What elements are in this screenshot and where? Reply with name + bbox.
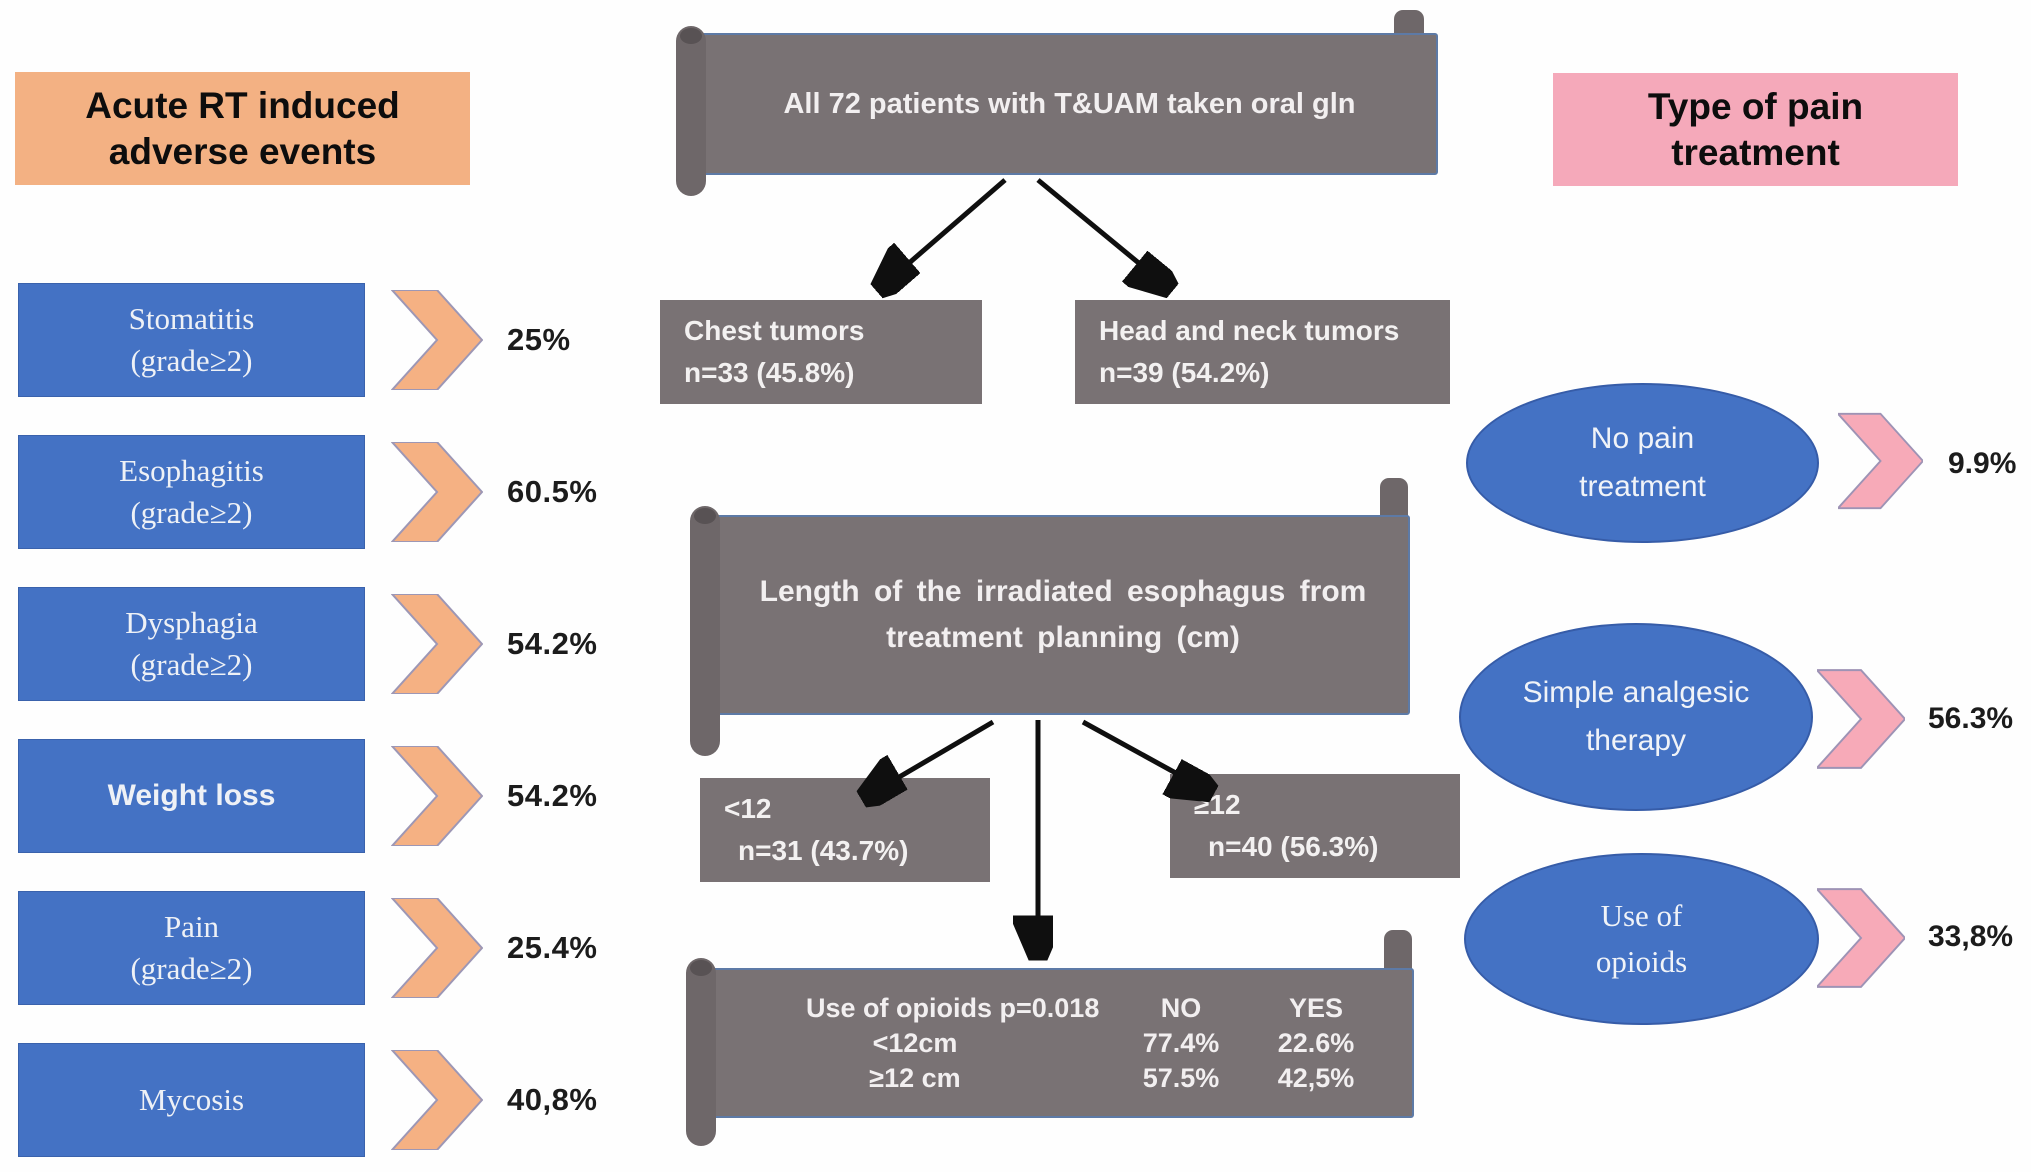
chest-tumors-box: Chest tumors n=33 (45.8%) [660,300,982,404]
opioid-table-col-no: NO [1160,992,1202,1023]
ge12-count: n=40 (56.3%) [1208,831,1379,862]
adverse-event-label: Pain [163,909,220,945]
head-neck-tumors-label: Head and neck tumors [1099,315,1400,346]
head-neck-tumors-count: n=39 (54.2%) [1099,357,1270,388]
pain-treatment-header: Type of pain treatment [1553,73,1958,186]
scroll-side-roll-icon [676,26,706,196]
pain-treatment-ellipse: No pain treatment [1466,383,1819,543]
opioid-table-row-ge12: ≥12 cm 57.5% 42,5% [714,1063,1386,1094]
scroll-side-roll-icon [686,958,716,1146]
adverse-event-label: Esophagitis [119,453,264,489]
opioid-row-yes-value: 42,5% [1277,1062,1355,1093]
opioid-row-label: ≥12 cm [869,1062,961,1093]
chest-tumors-count: n=33 (45.8%) [684,357,855,388]
adverse-event-label: Weight loss [107,778,276,812]
opioid-use-scroll-body: Use of opioids p=0.018 NO YES <12cm 77.4… [712,968,1414,1118]
adverse-event-row: Dysphagia (grade≥2) 54.2% [18,587,597,701]
chevron-right-icon [1817,888,1905,988]
chevron-right-icon [1817,669,1905,769]
adverse-event-value: 54.2% [507,626,598,661]
adverse-event-value: 60.5% [507,474,598,509]
root-scroll-body: All 72 patients with T&UAM taken oral gl… [701,33,1438,175]
adverse-event-value: 25% [507,322,571,357]
pain-treatment-value: 9.9% [1948,447,2017,480]
adverse-event-box: Weight loss [18,739,365,853]
chevron-right-icon [1838,412,1923,510]
opioid-table-title: Use of opioids p=0.018 [806,992,1100,1023]
adverse-event-value: 54.2% [507,778,598,813]
chevron-right-icon [391,1050,483,1150]
adverse-event-box: Pain (grade≥2) [18,891,365,1005]
pain-treatment-label: Use of opioids [1595,897,1688,980]
head-neck-tumors-box: Head and neck tumors n=39 (54.2%) [1075,300,1450,404]
opioid-use-table: Use of opioids p=0.018 NO YES <12cm 77.4… [714,993,1412,1094]
lt12-count: n=31 (43.7%) [738,835,909,866]
adverse-event-row: Mycosis 40,8% [18,1043,597,1157]
adverse-event-label: Mycosis [138,1082,245,1118]
lt12-label: <12 [724,793,772,824]
opioid-table-row-lt12: <12cm 77.4% 22.6% [714,1028,1386,1059]
esophagus-length-scroll-banner: Length of the irradiated esophagus from … [690,478,1410,756]
adverse-events-header-label: Acute RT induced adverse events [85,85,400,172]
pain-treatment-ellipse: Use of opioids [1464,853,1819,1025]
opioid-table-col-yes: YES [1288,992,1344,1023]
esophagus-length-label: Length of the irradiated esophagus from … [759,574,1367,655]
adverse-event-row: Stomatitis (grade≥2) 25% [18,283,571,397]
opioid-table-header-row: Use of opioids p=0.018 NO YES [714,993,1386,1024]
adverse-events-header: Acute RT induced adverse events [15,72,470,185]
adverse-event-row: Esophagitis (grade≥2) 60.5% [18,435,597,549]
esophagus-length-scroll-body: Length of the irradiated esophagus from … [716,515,1410,715]
adverse-event-row: Pain (grade≥2) 25.4% [18,891,597,1005]
adverse-event-sublabel: (grade≥2) [130,343,253,378]
opioid-row-no-value: 57.5% [1142,1062,1220,1093]
adverse-event-sublabel: (grade≥2) [130,495,253,530]
chevron-right-icon [391,594,483,694]
scroll-corner-roll-icon [1384,930,1412,974]
adverse-event-label: Stomatitis [128,301,255,337]
pain-treatment-value: 33,8% [1928,920,2014,953]
pain-treatment-value: 56.3% [1928,702,2014,735]
adverse-event-sublabel: (grade≥2) [130,647,253,682]
opioid-row-no-value: 77.4% [1142,1027,1220,1058]
adverse-event-row: Weight loss 54.2% [18,739,597,853]
chevron-right-icon [391,290,483,390]
chevron-right-icon [391,898,483,998]
opioid-row-yes-value: 22.6% [1277,1027,1355,1058]
adverse-event-value: 25.4% [507,930,598,965]
adverse-event-value: 40,8% [507,1082,598,1117]
opioid-use-scroll-banner: Use of opioids p=0.018 NO YES <12cm 77.4… [686,930,1414,1146]
pain-treatment-label: Simple analgesic therapy [1522,676,1750,757]
pain-treatment-ellipse: Simple analgesic therapy [1459,623,1813,811]
opioid-row-label: <12cm [872,1027,958,1058]
pain-treatment-label: No pain treatment [1579,422,1706,503]
chevron-right-icon [391,746,483,846]
ge12-box: ≥12 n=40 (56.3%) [1170,774,1460,878]
chevron-right-icon [391,442,483,542]
adverse-event-box: Esophagitis (grade≥2) [18,435,365,549]
scroll-side-roll-icon [690,506,720,756]
adverse-event-box: Stomatitis (grade≥2) [18,283,365,397]
adverse-event-sublabel: (grade≥2) [130,951,253,986]
lt12-box: <12 n=31 (43.7%) [700,778,990,882]
ge12-label: ≥12 [1194,789,1241,820]
adverse-event-label: Dysphagia [125,605,258,641]
adverse-event-box: Dysphagia (grade≥2) [18,587,365,701]
pain-treatment-header-label: Type of pain treatment [1647,86,1864,173]
root-label: All 72 patients with T&UAM taken oral gl… [783,87,1356,120]
root-scroll-banner: All 72 patients with T&UAM taken oral gl… [676,10,1438,196]
adverse-event-box: Mycosis [18,1043,365,1157]
chest-tumors-label: Chest tumors [684,315,865,346]
